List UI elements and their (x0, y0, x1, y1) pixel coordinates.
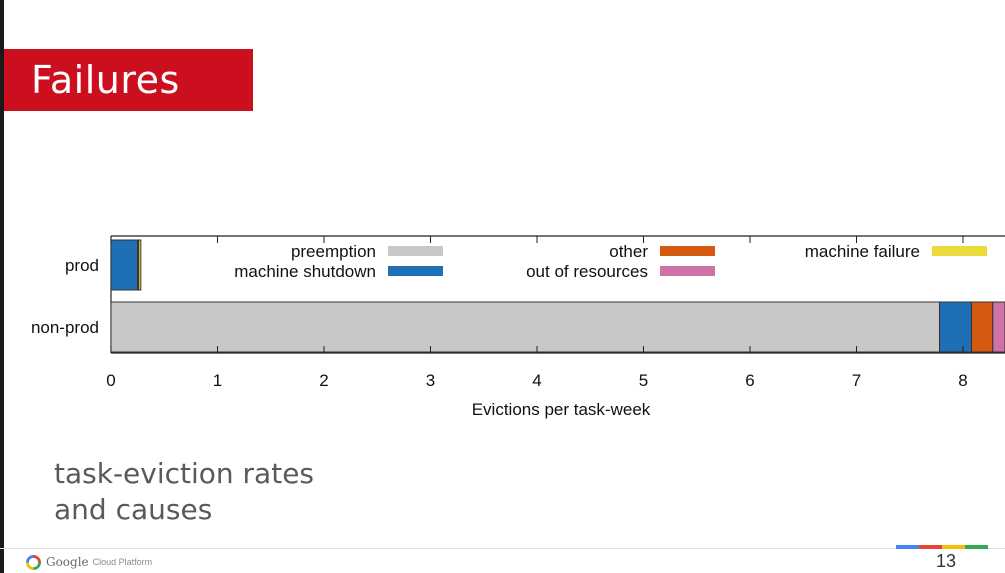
x-tick-label: 6 (745, 371, 754, 390)
title-band: Failures (4, 49, 253, 111)
x-tick-label: 3 (426, 371, 435, 390)
legend-swatch-machine-failure (932, 246, 987, 256)
legend-label-preemption: preemption (291, 242, 376, 261)
x-tick-label: 7 (852, 371, 861, 390)
bar-non-prod-machine-shutdown (939, 301, 973, 353)
x-tick-label: 0 (106, 371, 115, 390)
x-tick-label: 8 (958, 371, 967, 390)
color-strip-segment (896, 545, 919, 549)
caption-line-2: and causes (54, 493, 213, 526)
category-label-prod: prod (65, 256, 99, 275)
color-strip-segment (919, 545, 942, 549)
slide-left-edge (0, 0, 4, 573)
brand-product: Cloud Platform (92, 557, 153, 567)
color-strip-segment (965, 545, 988, 549)
legend-label-other: other (609, 242, 648, 261)
x-tick-label: 2 (319, 371, 328, 390)
bar-non-prod-preemption (110, 301, 941, 353)
bar-prod-machine-shutdown (110, 239, 139, 291)
x-tick-label: 5 (639, 371, 648, 390)
bar-prod-machine-failure (138, 239, 142, 291)
slide-title: Failures (31, 58, 180, 102)
footer-divider (0, 548, 1005, 549)
caption-line-1: task-eviction rates (54, 457, 315, 490)
bar-non-prod-out-of-resources (992, 301, 1005, 353)
slide-caption: task-eviction rates and causes (54, 456, 314, 528)
page-number: 13 (936, 551, 957, 571)
legend-swatch-out-of-resources (660, 266, 715, 276)
brand-name: Google (46, 555, 89, 569)
legend-swatch-other (660, 246, 715, 256)
brand-footer: Google Cloud Platform (26, 553, 152, 571)
legend-label-machine-failure: machine failure (805, 242, 920, 261)
category-label-non-prod: non-prod (31, 318, 99, 337)
brand-color-strip (896, 545, 988, 549)
legend-swatch-preemption (388, 246, 443, 256)
x-tick-label: 4 (532, 371, 541, 390)
legend-label-machine-shutdown: machine shutdown (234, 262, 376, 281)
legend-swatch-machine-shutdown (388, 266, 443, 276)
google-cloud-logo-icon (26, 554, 41, 570)
bar-non-prod-other (971, 301, 994, 353)
x-tick-label: 1 (213, 371, 222, 390)
x-axis-label: Evictions per task-week (472, 400, 651, 419)
color-strip-segment (942, 545, 965, 549)
legend-label-out-of-resources: out of resources (526, 262, 648, 281)
